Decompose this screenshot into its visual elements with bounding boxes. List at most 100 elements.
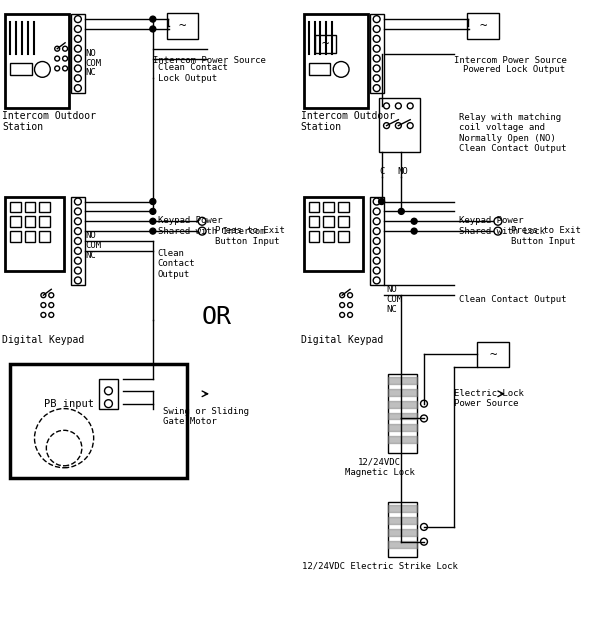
Bar bbox=[324, 216, 334, 227]
Circle shape bbox=[55, 46, 60, 51]
Circle shape bbox=[150, 26, 156, 32]
Circle shape bbox=[340, 312, 344, 317]
Circle shape bbox=[407, 103, 413, 109]
Bar bbox=[24, 202, 36, 213]
Text: Digital Keypad: Digital Keypad bbox=[2, 335, 84, 345]
Text: NC: NC bbox=[86, 68, 97, 78]
Bar bbox=[338, 216, 349, 227]
Bar bbox=[10, 231, 21, 242]
Circle shape bbox=[74, 208, 81, 215]
Text: ~: ~ bbox=[322, 37, 329, 50]
Text: NO: NO bbox=[387, 285, 398, 294]
Text: Press to Exit
Button Input: Press to Exit Button Input bbox=[511, 226, 581, 246]
Bar bbox=[304, 197, 363, 270]
Circle shape bbox=[373, 85, 380, 92]
Text: NC: NC bbox=[86, 251, 97, 260]
Text: Clean Contact Output: Clean Contact Output bbox=[458, 295, 566, 304]
Bar bbox=[10, 63, 32, 75]
Text: Intercom Power Source: Intercom Power Source bbox=[153, 56, 266, 64]
Circle shape bbox=[373, 65, 380, 72]
Circle shape bbox=[74, 55, 81, 62]
Circle shape bbox=[395, 123, 401, 128]
Text: Clean Contact
Lock Output: Clean Contact Lock Output bbox=[158, 63, 228, 83]
Bar bbox=[39, 202, 50, 213]
Bar bbox=[304, 14, 368, 108]
Bar bbox=[5, 197, 64, 270]
Bar bbox=[24, 216, 36, 227]
Text: Swing or Sliding
Gate Motor: Swing or Sliding Gate Motor bbox=[163, 407, 249, 426]
Text: NO: NO bbox=[86, 231, 97, 240]
Circle shape bbox=[384, 123, 389, 128]
Text: Intercom Outdoor
Station: Intercom Outdoor Station bbox=[2, 111, 96, 133]
Circle shape bbox=[421, 538, 427, 545]
Circle shape bbox=[74, 35, 81, 42]
Text: ~: ~ bbox=[179, 19, 186, 32]
Text: NO: NO bbox=[398, 167, 408, 176]
Circle shape bbox=[395, 103, 401, 109]
Circle shape bbox=[74, 267, 81, 274]
Circle shape bbox=[74, 228, 81, 234]
Circle shape bbox=[421, 401, 427, 407]
Text: Keypad Power
Shared with Intercom: Keypad Power Shared with Intercom bbox=[158, 216, 265, 236]
Circle shape bbox=[74, 85, 81, 92]
Circle shape bbox=[74, 277, 81, 284]
Circle shape bbox=[373, 35, 380, 42]
Bar bbox=[309, 202, 319, 213]
Circle shape bbox=[373, 257, 380, 264]
Circle shape bbox=[150, 208, 156, 215]
Circle shape bbox=[494, 227, 502, 235]
Text: NO: NO bbox=[86, 49, 97, 58]
Bar bbox=[324, 202, 334, 213]
Circle shape bbox=[104, 387, 113, 395]
Circle shape bbox=[49, 293, 54, 298]
Bar bbox=[71, 14, 85, 93]
Circle shape bbox=[150, 218, 156, 224]
Circle shape bbox=[373, 237, 380, 244]
Text: Powered Lock Output: Powered Lock Output bbox=[464, 66, 566, 74]
Circle shape bbox=[55, 56, 60, 61]
Circle shape bbox=[373, 267, 380, 274]
Bar bbox=[387, 374, 417, 453]
Circle shape bbox=[74, 237, 81, 244]
Circle shape bbox=[373, 247, 380, 254]
Text: PB input: PB input bbox=[44, 399, 94, 409]
Bar bbox=[39, 231, 50, 242]
Bar bbox=[98, 379, 119, 409]
Bar bbox=[378, 98, 420, 153]
Bar bbox=[309, 63, 330, 75]
Text: 12/24VDC
Magnetic Lock: 12/24VDC Magnetic Lock bbox=[344, 458, 415, 477]
Circle shape bbox=[198, 227, 206, 235]
Circle shape bbox=[104, 400, 113, 407]
Bar bbox=[338, 231, 349, 242]
Text: COM: COM bbox=[86, 58, 102, 68]
Circle shape bbox=[384, 103, 389, 109]
Circle shape bbox=[373, 55, 380, 62]
Circle shape bbox=[373, 198, 380, 205]
Bar bbox=[309, 231, 319, 242]
Circle shape bbox=[74, 247, 81, 254]
Circle shape bbox=[421, 523, 427, 530]
Circle shape bbox=[49, 312, 54, 317]
Circle shape bbox=[150, 16, 156, 22]
Circle shape bbox=[63, 66, 67, 71]
Circle shape bbox=[49, 303, 54, 308]
Circle shape bbox=[150, 198, 156, 205]
Text: COM: COM bbox=[387, 295, 403, 304]
Text: Digital Keypad: Digital Keypad bbox=[301, 335, 383, 345]
Circle shape bbox=[347, 312, 352, 317]
Circle shape bbox=[373, 277, 380, 284]
Circle shape bbox=[35, 409, 94, 467]
Circle shape bbox=[74, 75, 81, 82]
Circle shape bbox=[340, 303, 344, 308]
Circle shape bbox=[373, 16, 380, 22]
Circle shape bbox=[373, 75, 380, 82]
Text: Intercom Outdoor
Station: Intercom Outdoor Station bbox=[301, 111, 395, 133]
Circle shape bbox=[74, 198, 81, 205]
Circle shape bbox=[74, 25, 81, 32]
Bar bbox=[10, 364, 187, 477]
Circle shape bbox=[74, 218, 81, 224]
Bar bbox=[39, 216, 50, 227]
Circle shape bbox=[35, 61, 50, 78]
Text: Keypad Power
Shared with Lock: Keypad Power Shared with Lock bbox=[458, 216, 545, 236]
Circle shape bbox=[347, 293, 352, 298]
